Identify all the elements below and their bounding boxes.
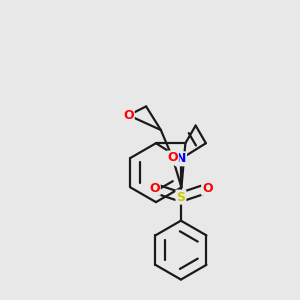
Text: N: N xyxy=(176,152,186,165)
Text: S: S xyxy=(176,190,185,204)
Text: O: O xyxy=(167,152,178,164)
Text: O: O xyxy=(123,109,134,122)
Text: O: O xyxy=(202,182,213,195)
Text: O: O xyxy=(149,182,160,195)
